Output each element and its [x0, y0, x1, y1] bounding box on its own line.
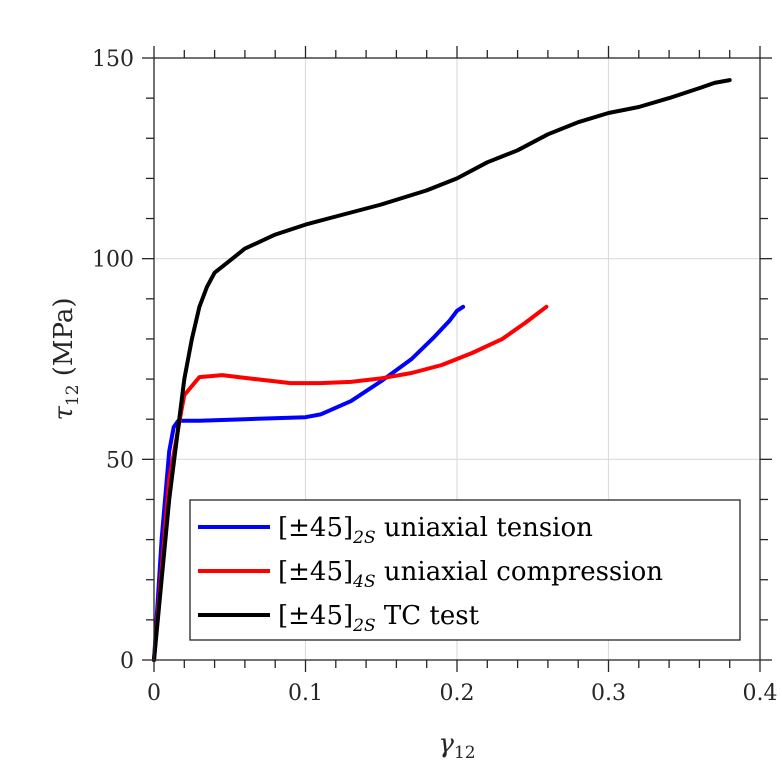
- x-tick-label: 0.2: [440, 681, 475, 706]
- x-tick-label: 0.4: [743, 681, 778, 706]
- series-line-0: [152, 304, 466, 662]
- y-axis-label: τ12 (MPa): [49, 297, 83, 420]
- legend-label-2: [±45]2S TC test: [278, 601, 480, 636]
- x-tick-label: 0.1: [288, 681, 323, 706]
- x-axis-label: γ12: [438, 729, 475, 763]
- legend-label-0: [±45]2S uniaxial tension: [278, 513, 593, 548]
- y-tick-label: 100: [92, 248, 134, 273]
- series-line-2: [152, 78, 732, 662]
- x-tick-label: 0: [147, 681, 161, 706]
- y-tick-label: 0: [120, 649, 134, 674]
- y-tick-label: 50: [106, 448, 134, 473]
- legend-label-1: [±45]4S uniaxial compression: [278, 557, 663, 592]
- legend: [±45]2S uniaxial tension [±45]4S uniaxial…: [189, 499, 741, 641]
- series-lines: [152, 78, 732, 662]
- tick-labels: 0 0.1 0.2 0.3 0.4 0 50 100 150: [92, 47, 778, 706]
- legend-box: [189, 499, 741, 641]
- y-tick-label: 150: [92, 47, 134, 72]
- x-tick-label: 0.3: [591, 681, 626, 706]
- ticks: [142, 46, 772, 672]
